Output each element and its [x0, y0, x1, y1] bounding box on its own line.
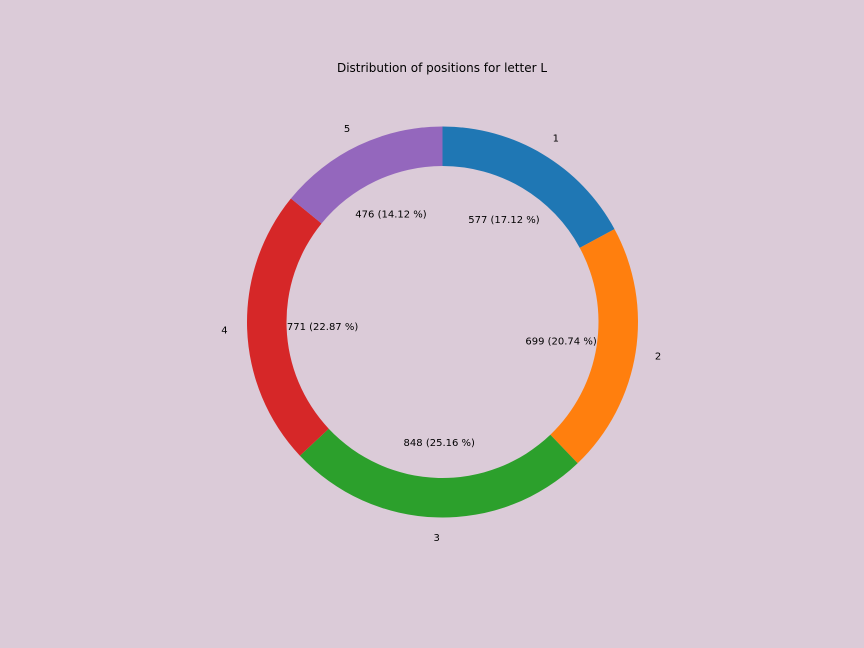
percent-label-3: 848 (25.16 %): [404, 438, 475, 449]
slice-label-4: 4: [221, 326, 227, 337]
percent-label-2: 699 (20.74 %): [525, 337, 596, 348]
slice-3: [299, 428, 578, 518]
percent-label-4: 771 (22.87 %): [287, 322, 358, 333]
chart-title: Distribution of positions for letter L: [337, 61, 547, 75]
percent-labels: 577 (17.12 %) 699 (20.74 %) 848 (25.16 %) 7…: [287, 210, 597, 449]
percent-label-5: 476 (14.12 %): [355, 210, 426, 221]
percent-label-1: 577 (17.12 %): [468, 215, 539, 226]
slice-label-1: 1: [553, 133, 559, 144]
slice-4: [246, 198, 329, 456]
slice-2: [550, 229, 638, 464]
slice-label-3: 3: [434, 533, 440, 544]
donut-slices: [246, 126, 638, 518]
slice-label-5: 5: [344, 124, 350, 135]
slice-labels: 1 2 3 4 5: [221, 124, 661, 544]
slice-1: [442, 126, 615, 248]
slice-5: [290, 126, 443, 224]
slice-label-2: 2: [655, 351, 661, 362]
